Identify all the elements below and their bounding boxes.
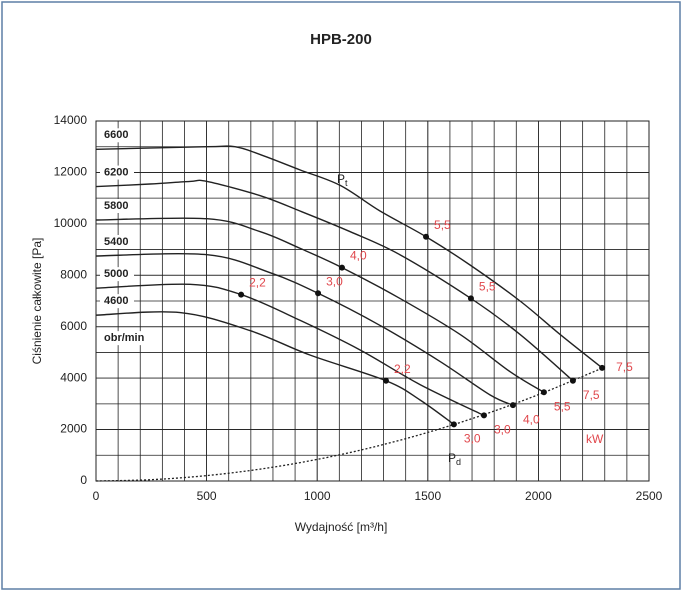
- power-label: 7,5: [583, 388, 600, 402]
- curve: [95, 145, 603, 369]
- power-label: 3,0: [326, 274, 343, 288]
- power-label: 7,5: [616, 360, 633, 374]
- y-tick-label: 8000: [60, 267, 87, 281]
- x-tick-label: 1500: [414, 489, 441, 503]
- pt-label: Pt: [337, 172, 348, 188]
- y-tick-label: 10000: [54, 216, 88, 230]
- pd-label-main: P: [448, 451, 456, 465]
- label-bg: [100, 267, 134, 282]
- x-tick-label: 1000: [304, 489, 331, 503]
- speed-label: 5400: [104, 236, 128, 248]
- plot-frame: [95, 120, 650, 482]
- power-label: 4,0: [523, 412, 540, 426]
- x-tick-label: 2000: [525, 489, 552, 503]
- label-bg: [100, 235, 134, 249]
- power-label: 2,2: [394, 362, 411, 376]
- label-bg: [100, 199, 134, 213]
- curve: [95, 179, 574, 382]
- x-tick-label: 0: [93, 489, 100, 503]
- power-marker: [450, 421, 457, 428]
- speed-label: 6600: [104, 129, 128, 141]
- power-marker: [540, 389, 547, 396]
- speed-label: 4600: [104, 295, 128, 307]
- curve: [95, 367, 603, 482]
- power-label: 4,0: [350, 249, 367, 263]
- power-unit: kW: [586, 432, 604, 446]
- power-marker: [467, 295, 474, 302]
- power-marker: [509, 402, 516, 409]
- x-tick-label: 500: [197, 489, 217, 503]
- power-marker: [423, 233, 430, 240]
- y-tick-label: 4000: [60, 370, 87, 384]
- pt-label-sub: t: [345, 178, 348, 188]
- power-label: 3,0: [464, 432, 481, 446]
- speed-label: 6200: [104, 166, 128, 178]
- y-tick-label: 2000: [60, 422, 87, 436]
- power-marker: [315, 290, 322, 297]
- curve: [95, 311, 455, 425]
- x-tick-label: 2500: [636, 489, 663, 503]
- y-tick-label: 12000: [54, 165, 88, 179]
- power-marker: [599, 364, 606, 371]
- curve: [95, 283, 485, 417]
- power-marker: [338, 264, 345, 271]
- y-tick-label: 0: [80, 473, 87, 487]
- power-label: 3,0: [494, 423, 511, 437]
- power-marker: [569, 377, 576, 384]
- power-label: 5,5: [554, 399, 571, 413]
- pd-label: Pd: [448, 451, 461, 467]
- power-label: 5,5: [479, 280, 496, 294]
- y-tick-label: 6000: [60, 319, 87, 333]
- pt-label-main: P: [337, 172, 345, 186]
- pd-label-sub: d: [456, 457, 461, 467]
- label-bg: [100, 331, 148, 346]
- label-bg: [100, 128, 134, 143]
- power-marker: [382, 377, 389, 384]
- power-marker: [238, 291, 245, 298]
- curve: [95, 253, 514, 406]
- speed-label: 5800: [104, 200, 128, 212]
- y-axis-label: Ciśnienie całkowite [Pa]: [30, 238, 44, 365]
- chart-title: HPB-200: [310, 31, 372, 48]
- power-marker: [480, 412, 487, 419]
- label-bg: [100, 294, 134, 309]
- power-label: 2,2: [249, 276, 266, 290]
- y-tick-label: 14000: [54, 113, 88, 127]
- label-bg: [100, 165, 134, 180]
- speed-unit: obr/min: [104, 332, 145, 344]
- x-axis-label: Wydajność [m³/h]: [295, 520, 388, 534]
- speed-label: 5000: [104, 268, 128, 280]
- power-label: 5,5: [434, 218, 451, 232]
